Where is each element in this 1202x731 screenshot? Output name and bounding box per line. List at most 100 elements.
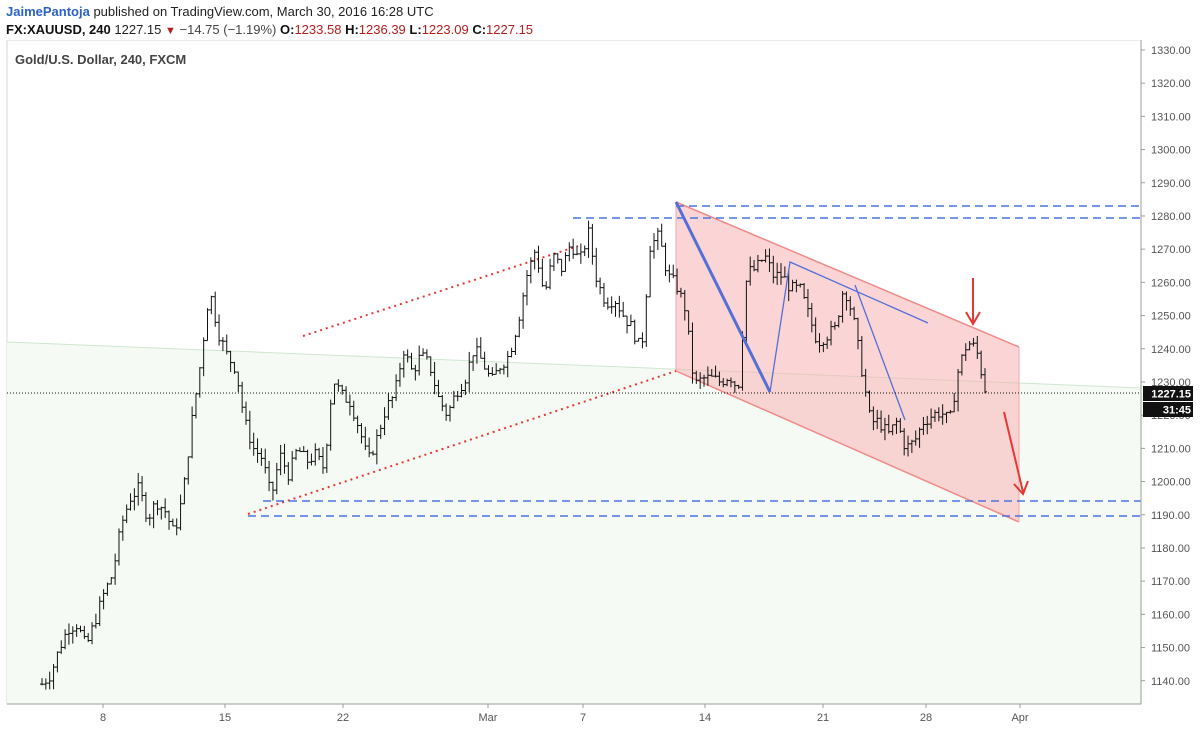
price-bar: [313, 443, 318, 466]
price-bar: [371, 450, 376, 456]
price-bar: [771, 255, 776, 284]
high-value: 1236.39: [358, 22, 406, 37]
price-bar: [82, 625, 87, 640]
red-arrow-bottom-shaft: [1003, 411, 1024, 493]
price-bar: [840, 291, 845, 323]
price-bar: [794, 279, 799, 293]
time-axis[interactable]: 8 15 22 Mar 7 14 21 28 Apr: [100, 704, 1029, 724]
price-bar: [855, 317, 860, 350]
price-bar: [432, 362, 437, 395]
price-bar: [821, 342, 826, 353]
price-bar: [294, 448, 299, 461]
price-bar: [247, 410, 252, 450]
price-bar: [925, 415, 930, 435]
price-bar: [297, 447, 302, 452]
price-bar: [875, 409, 880, 430]
price-bar: [698, 372, 703, 389]
price-bar: [390, 396, 395, 409]
price-bar: [228, 350, 233, 372]
price-bar: [263, 448, 268, 474]
price-bar: [886, 414, 891, 434]
price-bar: [859, 336, 864, 377]
price-bar: [921, 416, 926, 436]
chart-header: JaimePantoja published on TradingView.co…: [0, 0, 1202, 40]
price-bar: [494, 363, 499, 375]
price-bar: [447, 405, 452, 422]
price-bar: [128, 493, 133, 511]
price-bar: [182, 477, 187, 505]
open-value: 1233.58: [294, 22, 342, 37]
price-bar: [717, 371, 722, 386]
price-bar: [944, 411, 949, 424]
price-bar: [694, 370, 699, 384]
price-bar: [243, 401, 248, 425]
price-tick-label: 1300.00: [1151, 145, 1191, 157]
close-label: C:: [472, 22, 487, 37]
ohlc-line: FX:XAUUSD, 240 1227.15 ▼ −14.75 (−1.19%)…: [6, 22, 533, 37]
time-tick-label: 15: [219, 712, 231, 724]
price-bar: [186, 456, 191, 485]
price-tick-label: 1150.00: [1151, 643, 1190, 655]
price-bar: [101, 589, 106, 610]
price-tick-label: 1330.00: [1151, 45, 1191, 57]
price-bar: [898, 418, 903, 433]
price-bar: [424, 349, 429, 360]
price-bar: [386, 393, 391, 420]
last-price-badge-text: 1227.15: [1151, 389, 1191, 401]
time-tick-label: 28: [920, 712, 932, 724]
price-bar: [636, 337, 641, 342]
author-link[interactable]: JaimePantoja: [6, 4, 90, 19]
price-bar: [355, 415, 360, 434]
price-bar: [555, 253, 560, 264]
price-bar: [936, 407, 941, 422]
price-bar: [979, 350, 984, 379]
price-bar: [563, 252, 568, 272]
price-tick-label: 1230.00: [1151, 377, 1191, 389]
price-bar: [686, 310, 691, 335]
price-bar: [844, 291, 849, 311]
price-bar: [143, 492, 148, 522]
price-bar: [190, 406, 195, 459]
price-bar: [174, 518, 179, 536]
price-bar: [505, 350, 510, 378]
price-bar: [767, 248, 772, 273]
price-bar: [40, 678, 44, 686]
price-bar: [471, 355, 476, 372]
price-bar: [790, 279, 795, 292]
price-bar: [347, 394, 352, 416]
price-bar: [605, 297, 610, 310]
price-bar: [236, 371, 241, 393]
price-bar: [278, 444, 283, 476]
low-label: L:: [409, 22, 422, 37]
price-chart[interactable]: Gold/U.S. Dollar, 240, FXCM 1140.00 1150.…: [0, 40, 1202, 731]
price-bar: [421, 348, 426, 357]
high-label: H:: [345, 22, 359, 37]
price-bar: [782, 266, 787, 278]
price-bar: [116, 528, 121, 566]
last-price-badge: [1143, 386, 1193, 401]
price-bar: [509, 347, 514, 358]
price-bar: [671, 264, 676, 279]
price-bar: [417, 345, 422, 376]
price-bar: [582, 245, 587, 257]
price-bar: [209, 295, 214, 315]
price-bar: [632, 319, 637, 345]
price-bar: [340, 384, 345, 395]
wave-line-3: [854, 284, 906, 421]
price-bar: [829, 320, 834, 346]
price-bar: [205, 308, 210, 342]
price-bar: [498, 367, 503, 375]
price-bar: [775, 262, 780, 285]
price-bar: [628, 314, 633, 327]
price-bar: [621, 301, 626, 318]
price-bar: [798, 283, 803, 288]
price-bar: [259, 448, 264, 466]
price-bar: [336, 379, 341, 392]
price-bar: [590, 223, 595, 265]
price-bar: [93, 613, 98, 629]
price-bar: [648, 245, 653, 298]
price-bar: [193, 393, 198, 419]
price-bar: [575, 245, 580, 256]
price-bar: [359, 423, 364, 444]
price-axis[interactable]: 1140.00 1150.00 1160.00 1170.00 1180.00 1190.…: [1141, 45, 1191, 688]
